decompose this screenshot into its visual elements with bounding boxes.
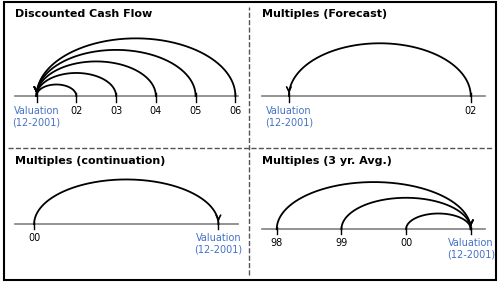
Text: Multiples (Forecast): Multiples (Forecast) xyxy=(262,9,388,19)
Text: 02: 02 xyxy=(70,106,82,116)
Text: 06: 06 xyxy=(229,106,241,116)
Text: Valuation
(12-2001): Valuation (12-2001) xyxy=(12,106,60,128)
Text: Discounted Cash Flow: Discounted Cash Flow xyxy=(14,9,152,19)
Text: Multiples (continuation): Multiples (continuation) xyxy=(14,156,165,166)
Text: 05: 05 xyxy=(190,106,202,116)
Text: 00: 00 xyxy=(28,233,40,243)
Text: 99: 99 xyxy=(336,238,347,248)
Text: Valuation
(12-2001): Valuation (12-2001) xyxy=(194,233,242,255)
Text: 04: 04 xyxy=(150,106,162,116)
Text: 00: 00 xyxy=(400,238,412,248)
Text: 03: 03 xyxy=(110,106,122,116)
Text: Valuation
(12-2001): Valuation (12-2001) xyxy=(265,106,313,128)
Text: 98: 98 xyxy=(270,238,283,248)
Text: 02: 02 xyxy=(464,106,477,116)
Text: Valuation
(12-2001): Valuation (12-2001) xyxy=(446,238,495,259)
Text: Multiples (3 yr. Avg.): Multiples (3 yr. Avg.) xyxy=(262,156,392,166)
